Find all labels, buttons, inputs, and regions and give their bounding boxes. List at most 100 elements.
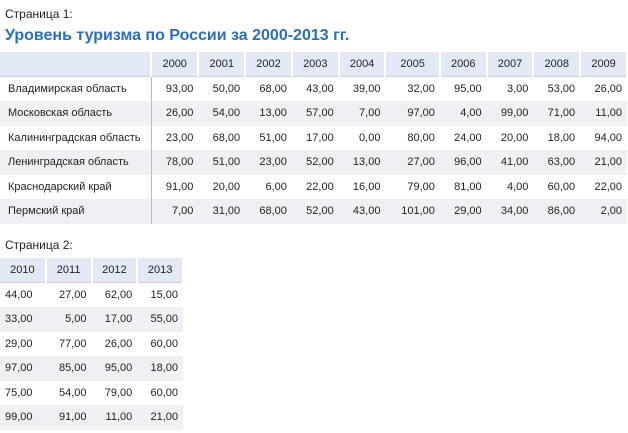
value-cell: 53,00	[547, 83, 576, 95]
value-cell: 27,00	[58, 289, 87, 301]
value-cell: 16,00	[352, 180, 381, 193]
table-row: 75,00 54,00 79,00 60,00	[0, 381, 183, 406]
page-1-label: Страница 1:	[5, 7, 73, 21]
value-cell: 60,00	[150, 337, 178, 350]
value-cell: 99,00	[486, 101, 534, 126]
value-cell: 3,00	[506, 83, 529, 95]
value-cell: 62,00	[104, 289, 133, 301]
header-cell-year: 2005	[385, 52, 441, 77]
value-cell: 81,00	[454, 180, 482, 193]
table-row: 99,00 91,00 11,00 21,00	[0, 405, 183, 430]
table-row: Пермский край 7,00 31,00 68,00 52,00 43,00 101…	[0, 199, 627, 224]
header-cell-year: 2012	[91, 258, 139, 283]
value-cell: 95,00	[91, 356, 138, 381]
value-cell: 24,00	[454, 131, 482, 144]
value-cell: 22,00	[306, 180, 334, 193]
value-cell: 23,00	[165, 131, 194, 144]
value-cell: 15,00	[150, 289, 178, 301]
value-cell: 31,00	[198, 199, 246, 224]
value-cell: 17,00	[306, 131, 334, 144]
value-cell: 17,00	[91, 307, 138, 332]
value-cell: 54,00	[58, 386, 87, 399]
value-cell: 68,00	[212, 131, 241, 144]
value-cell: 68,00	[259, 83, 287, 95]
header-cell-year: 2009	[580, 52, 628, 77]
header-cell-year: 2010	[0, 258, 47, 283]
value-cell: 77,00	[58, 337, 87, 350]
region-name: Московская область	[0, 101, 152, 126]
table-row: Ленинградская область 78,00 51,00 23,00 52,0…	[0, 150, 627, 175]
value-cell: 44,00	[5, 289, 33, 301]
value-cell: 99,00	[0, 405, 46, 430]
header-cell-year: 2008	[533, 52, 582, 77]
table-row: 44,00 27,00 62,00 15,00	[0, 283, 183, 308]
value-cell: 18,00	[137, 356, 183, 381]
value-cell: 60,00	[150, 386, 178, 399]
region-name: Пермский край	[0, 199, 152, 224]
value-cell: 79,00	[407, 180, 435, 193]
value-cell: 29,00	[439, 199, 487, 224]
value-cell: 51,00	[259, 131, 287, 144]
tourism-table-page-1: 2000 2001 2002 2003 2004 2005 2006 2007 2008 2009…	[0, 52, 628, 224]
value-cell: 94,00	[594, 131, 622, 144]
page-2-label: Страница 2:	[5, 238, 73, 252]
value-cell: 13,00	[338, 150, 386, 175]
table-row: 33,00 5,00 17,00 55,00	[0, 307, 183, 332]
value-cell: 18,00	[547, 131, 576, 144]
value-cell: 29,00	[5, 337, 33, 350]
value-cell: 2,00	[580, 199, 627, 224]
value-cell: 6,00	[265, 180, 287, 193]
value-cell: 52,00	[291, 150, 339, 175]
value-cell: 26,00	[151, 101, 199, 126]
region-name: Краснодарский край	[0, 174, 152, 199]
value-cell: 43,00	[338, 199, 386, 224]
value-cell: 60,00	[547, 180, 576, 193]
value-cell: 5,00	[45, 307, 92, 332]
value-cell: 7,00	[151, 199, 199, 224]
value-cell: 39,00	[352, 83, 381, 95]
value-cell: 97,00	[385, 101, 440, 126]
value-cell: 32,00	[407, 83, 435, 95]
value-cell: 0,00	[359, 131, 381, 144]
value-cell: 7,00	[338, 101, 386, 126]
tourism-table-page-2: 2010 2011 2012 2013 44,00 27,00 62,00 15,00 33,0…	[0, 258, 184, 430]
value-cell: 22,00	[594, 180, 622, 193]
header-cell-year: 2001	[198, 52, 247, 77]
value-cell: 71,00	[533, 101, 581, 126]
value-cell: 23,00	[245, 150, 292, 175]
value-cell: 20,00	[500, 131, 529, 144]
value-cell: 78,00	[151, 150, 199, 175]
table-row: Московская область 26,00 54,00 13,00 57,00 7,…	[0, 101, 627, 126]
value-cell: 21,00	[580, 150, 627, 175]
value-cell: 80,00	[407, 131, 435, 144]
value-cell: 101,00	[385, 199, 440, 224]
region-name: Ленинградская область	[0, 150, 152, 175]
header-cell-year: 2002	[245, 52, 293, 77]
value-cell: 41,00	[486, 150, 534, 175]
value-cell: 27,00	[385, 150, 440, 175]
header-cell-year: 2011	[45, 258, 93, 283]
header-row: 2000 2001 2002 2003 2004 2005 2006 2007 2008 2009	[0, 52, 628, 77]
value-cell: 68,00	[245, 199, 292, 224]
value-cell: 21,00	[137, 405, 183, 430]
value-cell: 26,00	[594, 83, 622, 95]
value-cell: 33,00	[0, 307, 46, 332]
region-name: Калининградская область	[0, 125, 152, 150]
value-cell: 50,00	[212, 83, 241, 95]
value-cell: 91,00	[45, 405, 92, 430]
header-cell-year: 2004	[338, 52, 387, 77]
header-cell-year: 2000	[151, 52, 200, 77]
report-title: Уровень туризма по России за 2000-2013 г…	[5, 27, 350, 44]
value-cell: 93,00	[165, 83, 194, 95]
value-cell: 4,00	[506, 180, 529, 193]
table-row: 29,00 77,00 26,00 60,00	[0, 332, 183, 357]
value-cell: 95,00	[454, 83, 482, 95]
value-cell: 63,00	[533, 150, 581, 175]
value-cell: 34,00	[486, 199, 534, 224]
value-cell: 11,00	[91, 405, 138, 430]
header-cell-year: 2006	[439, 52, 488, 77]
value-cell: 20,00	[212, 180, 241, 193]
value-cell: 75,00	[5, 386, 33, 399]
header-cell-year: 2003	[291, 52, 340, 77]
table-row: Владимирская область 93,00 50,00 68,00 43,00…	[0, 76, 627, 101]
